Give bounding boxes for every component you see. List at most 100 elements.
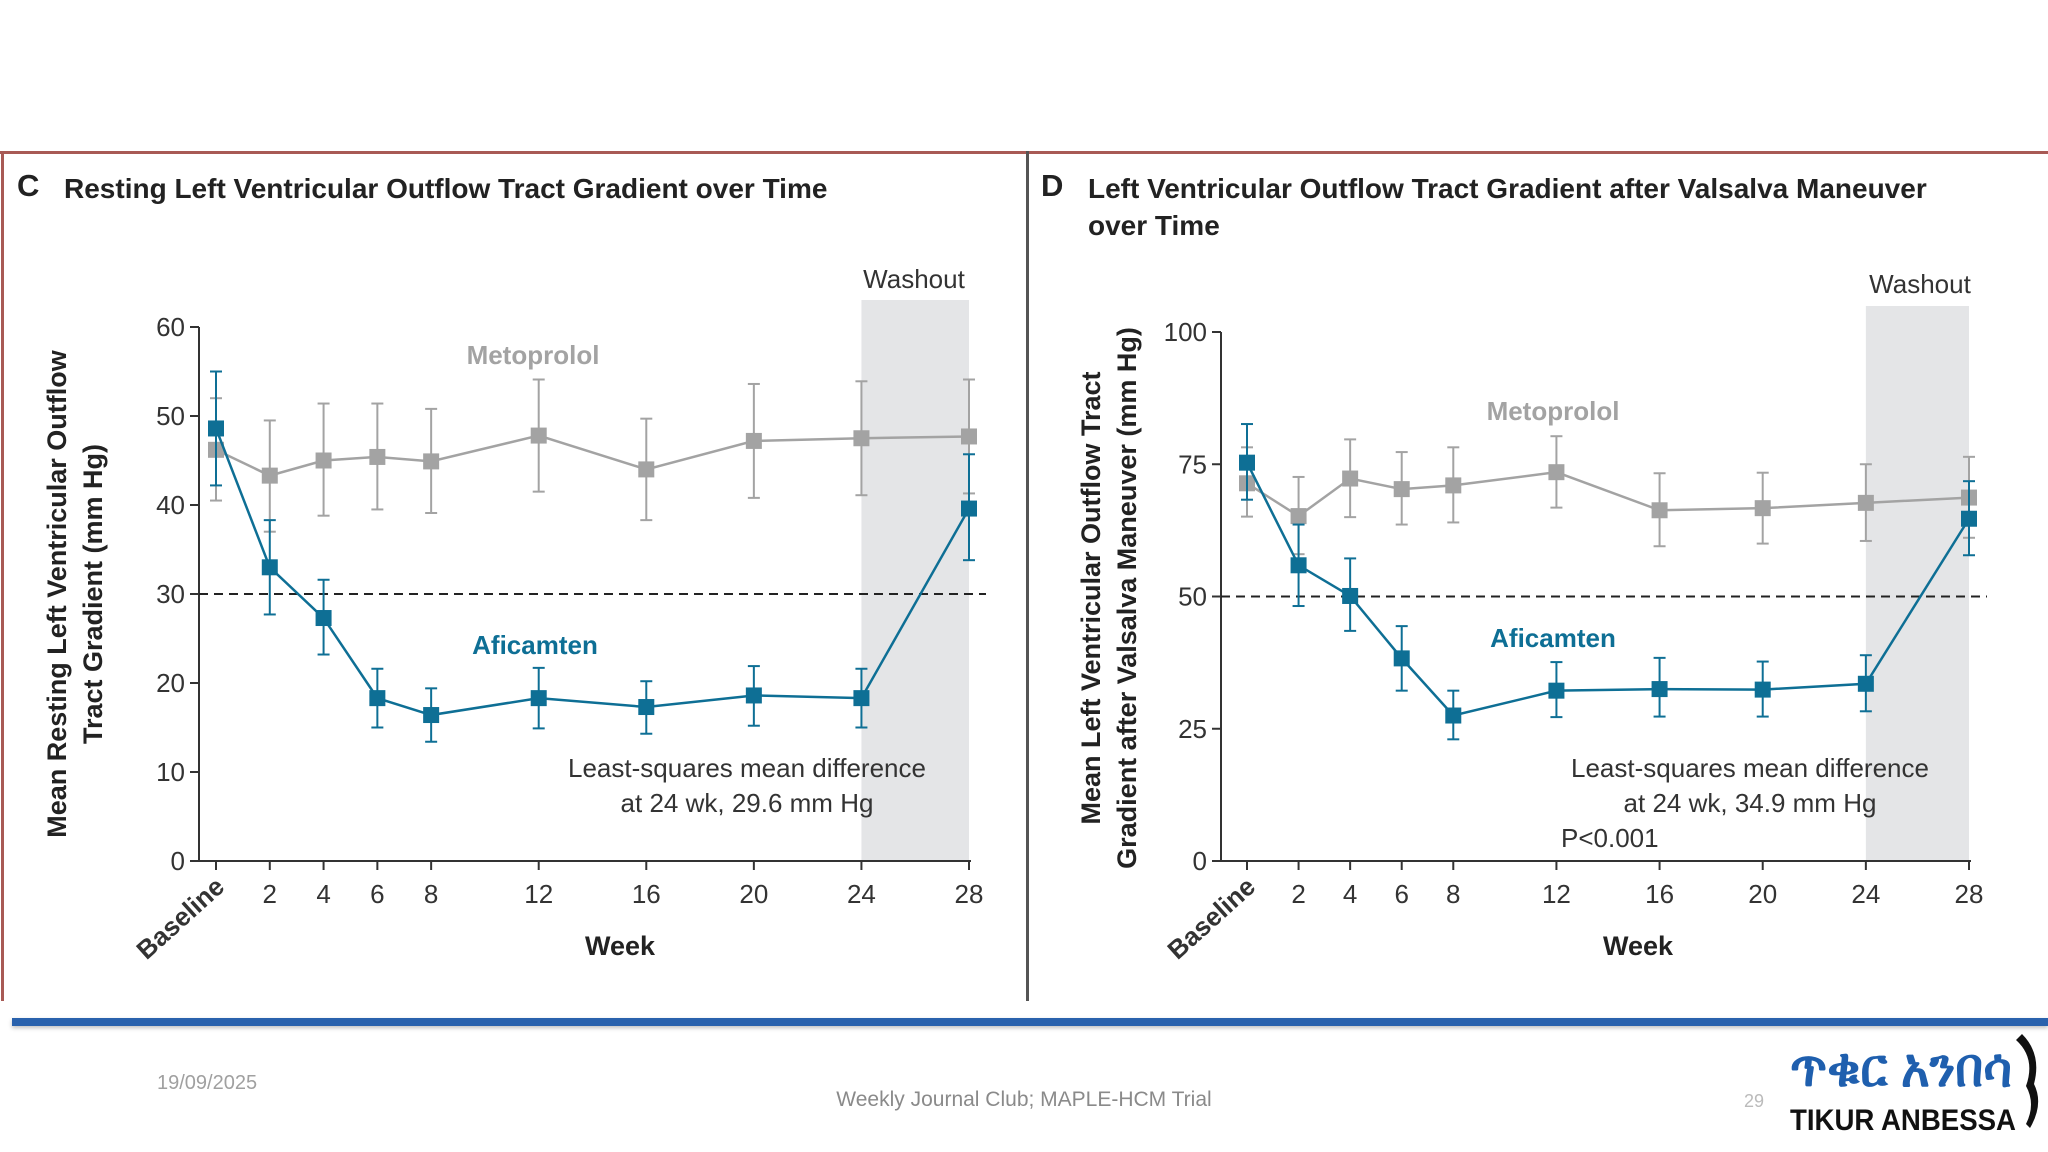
- footer-date: 19/09/2025: [157, 1072, 258, 1094]
- aficamten-point: [1342, 587, 1359, 604]
- y-axis-title: Mean Left Ventricular Outflow Tract: [1076, 371, 1106, 824]
- annotation-text: at 24 wk, 29.6 mm Hg: [621, 788, 874, 818]
- y-tick-label: 30: [156, 579, 185, 609]
- metoprolol-point: [530, 427, 547, 444]
- y-tick-label: 0: [171, 846, 185, 876]
- washout-label: Washout: [863, 264, 965, 294]
- aficamten-point: [423, 707, 440, 724]
- metoprolol-point: [1342, 470, 1359, 487]
- metoprolol-point: [1651, 502, 1668, 519]
- lion-logo-icon: ጥቁር አንበሳ TIKUR ANBESSA: [1790, 1034, 2039, 1137]
- y-tick-label: 40: [156, 490, 185, 520]
- x-tick-label: 20: [1748, 879, 1777, 909]
- metoprolol-point: [1754, 500, 1771, 517]
- panel-d-title: Left Ventricular Outflow Tract Gradient …: [1088, 170, 1927, 244]
- x-tick-label: 16: [632, 879, 661, 909]
- metoprolol-line: [1246, 470, 1970, 518]
- y-tick-label: 75: [1178, 449, 1207, 479]
- x-tick-label: 12: [524, 879, 553, 909]
- tikur-anbessa-logo: ጥቁር አንበሳ TIKUR ANBESSA: [1786, 1024, 2046, 1137]
- x-tick-label: 24: [1851, 879, 1880, 909]
- footer-bar: [12, 1018, 2048, 1026]
- aficamten-series-label: Aficamten: [472, 630, 598, 660]
- aficamten-point: [1651, 681, 1668, 698]
- y-tick-label: 60: [156, 312, 185, 342]
- aficamten-point: [208, 420, 224, 437]
- aficamten-point: [961, 500, 977, 517]
- metoprolol-point: [1548, 464, 1565, 481]
- metoprolol-point: [638, 461, 655, 478]
- top-rule: [0, 151, 2048, 154]
- aficamten-point: [1393, 650, 1410, 667]
- x-tick-label: 28: [955, 879, 984, 909]
- metoprolol-point: [261, 467, 278, 484]
- aficamten-point: [530, 690, 547, 707]
- annotation-text: Least-squares mean difference: [568, 753, 926, 783]
- annotation-text: P<0.001: [1561, 823, 1659, 853]
- y-tick-label: 50: [1178, 582, 1207, 612]
- metoprolol-line: [215, 434, 970, 477]
- y-axis-title: Mean Resting Left Ventricular Outflow: [42, 349, 72, 838]
- washout-label: Washout: [1869, 269, 1971, 299]
- x-tick-label: 2: [263, 879, 277, 909]
- metoprolol-point: [423, 453, 440, 470]
- x-tick-label: Baseline: [130, 871, 230, 965]
- x-tick-label: 6: [370, 879, 384, 909]
- x-tick-label: 4: [1343, 879, 1357, 909]
- x-tick-label: 4: [316, 879, 330, 909]
- metoprolol-point: [1857, 494, 1874, 511]
- annotation-text: at 24 wk, 34.9 mm Hg: [1624, 788, 1877, 818]
- y-axis-title: Gradient after Valsalva Maneuver (mm Hg): [1112, 327, 1142, 869]
- aficamten-point: [853, 690, 870, 707]
- aficamten-point: [638, 699, 655, 716]
- x-tick-label: 20: [739, 879, 768, 909]
- aficamten-series-label: Aficamten: [1490, 623, 1616, 653]
- panel-d-title-line1: Left Ventricular Outflow Tract Gradient …: [1088, 173, 1927, 204]
- aficamten-point: [315, 610, 332, 627]
- x-axis-title: Week: [1603, 931, 1674, 961]
- metoprolol-point: [1290, 508, 1307, 525]
- aficamten-point: [261, 559, 278, 576]
- metoprolol-point: [1393, 481, 1410, 498]
- x-tick-label: 24: [847, 879, 876, 909]
- y-tick-label: 25: [1178, 714, 1207, 744]
- aficamten-line: [214, 428, 971, 717]
- left-rule: [1, 151, 4, 1001]
- x-tick-label: 2: [1291, 879, 1305, 909]
- panel-c-title: Resting Left Ventricular Outflow Tract G…: [64, 173, 828, 204]
- aficamten-point: [745, 687, 762, 704]
- footer-title: Weekly Journal Club; MAPLE-HCM Trial: [836, 1088, 1212, 1111]
- metoprolol-point: [961, 428, 977, 445]
- metoprolol-series-label: Metoprolol: [467, 340, 600, 370]
- x-tick-label: 28: [1955, 879, 1984, 909]
- metoprolol-point: [1445, 477, 1462, 494]
- aficamten-line: [1245, 462, 1971, 717]
- x-tick-label: 6: [1394, 879, 1408, 909]
- aficamten-point: [1445, 707, 1462, 724]
- y-axis-title: Tract Gradient (mm Hg): [78, 444, 108, 744]
- panel-d-letter: D: [1041, 168, 1064, 203]
- metoprolol-point: [369, 448, 386, 465]
- metoprolol-point: [315, 452, 332, 469]
- annotation-text: Least-squares mean difference: [1571, 753, 1929, 783]
- aficamten-point: [1239, 454, 1255, 471]
- x-tick-label: 12: [1542, 879, 1571, 909]
- y-tick-label: 10: [156, 757, 185, 787]
- y-tick-label: 100: [1164, 317, 1207, 347]
- page-number: 29: [1744, 1091, 1765, 1111]
- aficamten-point: [369, 690, 386, 707]
- metoprolol-point: [745, 432, 762, 449]
- x-axis-title: Week: [585, 931, 656, 961]
- washout-shade: [861, 300, 969, 861]
- x-tick-label: Baseline: [1161, 871, 1261, 965]
- aficamten-point: [1857, 675, 1874, 692]
- svg-text:TIKUR ANBESSA: TIKUR ANBESSA: [1790, 1104, 2016, 1136]
- aficamten-point: [1754, 681, 1771, 698]
- x-tick-label: 8: [1446, 879, 1460, 909]
- aficamten-point: [1290, 557, 1307, 574]
- y-tick-label: 20: [156, 668, 185, 698]
- svg-text:ጥቁር አንበሳ: ጥቁር አንበሳ: [1790, 1038, 2012, 1098]
- x-tick-label: 8: [424, 879, 438, 909]
- metoprolol-point: [853, 430, 870, 447]
